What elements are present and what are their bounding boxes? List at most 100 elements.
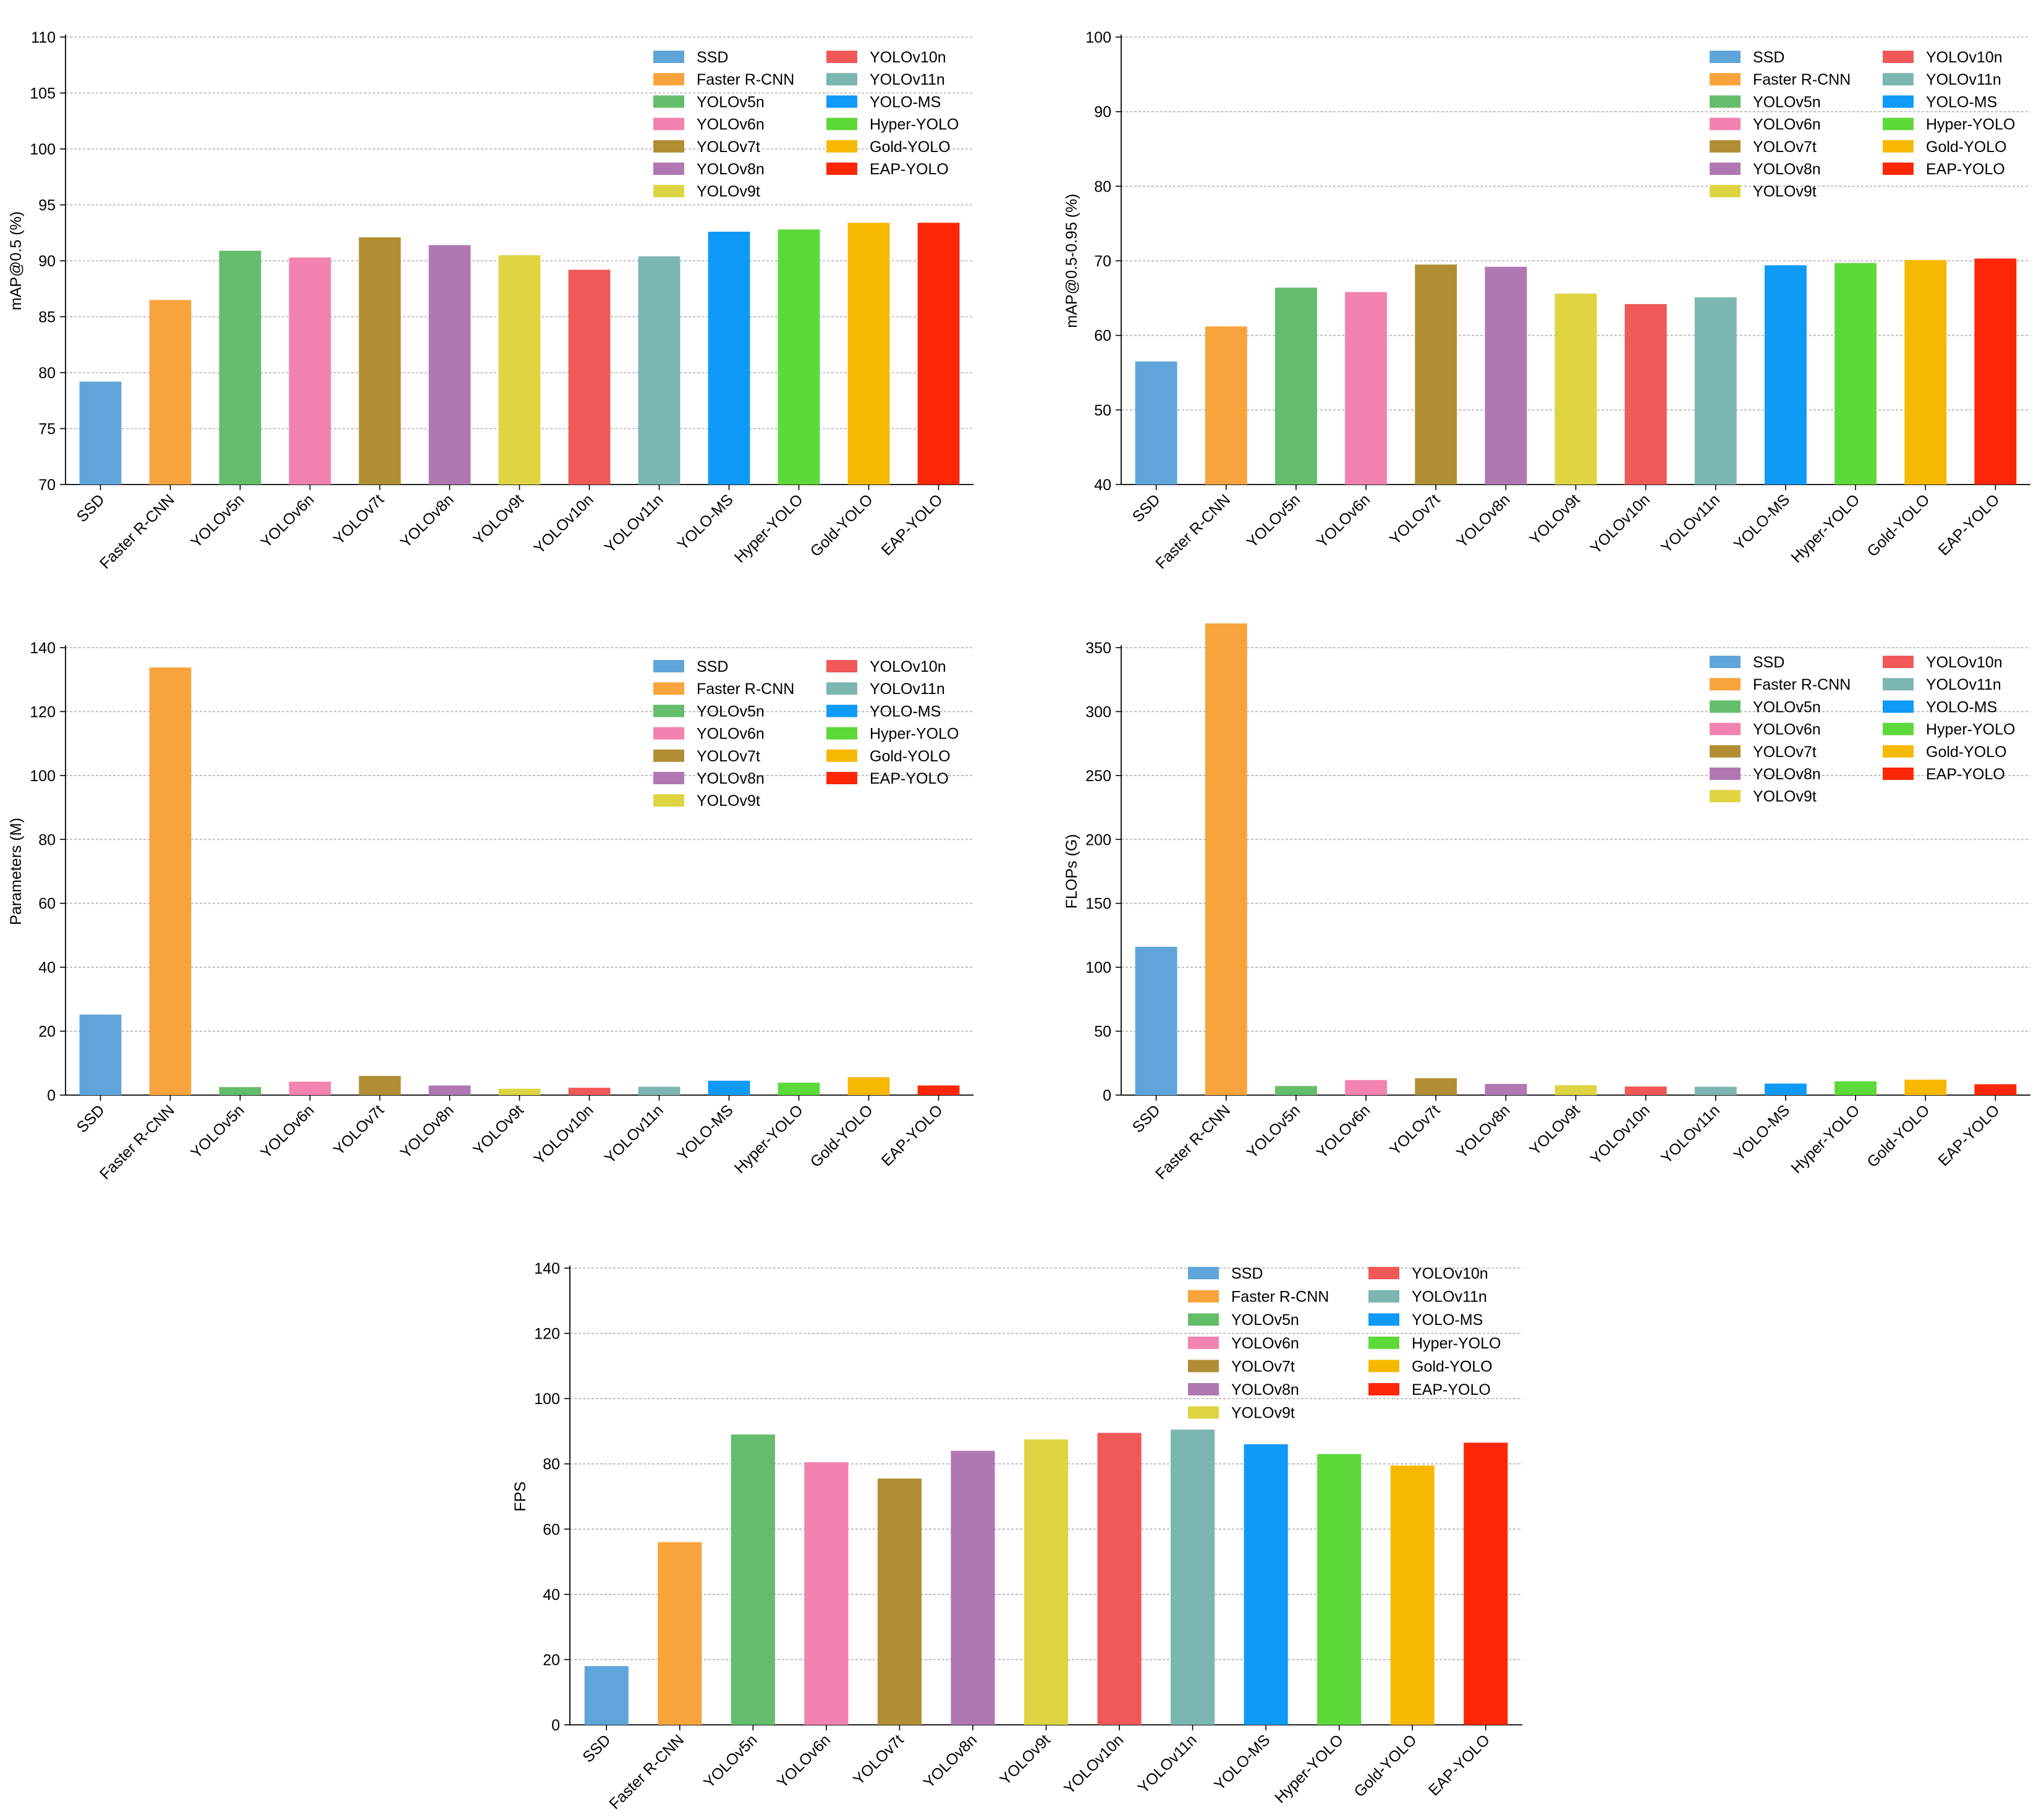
legend-swatch [1188,1267,1219,1279]
x-tick-label: YOLOv10n [1587,1101,1653,1167]
legend-swatch [653,51,684,63]
y-tick-label: 80 [1094,178,1111,195]
bar-yolo-ms [1244,1444,1288,1725]
legend-item: SSD [1710,49,1784,66]
bar-yolov10n [568,269,611,485]
x-tick-label: YOLO-MS [1211,1731,1273,1793]
legend-label: YOLO-MS [1412,1311,1483,1329]
bar-yolov11n [1694,297,1737,485]
legend-swatch [1710,722,1741,735]
legend-item: YOLOv11n [826,71,945,88]
bar-hyper-yolo [1834,263,1877,485]
legend-item: YOLOv9t [1710,788,1817,805]
x-tick-label: YOLOv6n [774,1731,834,1791]
legend-swatch [653,117,684,130]
x-tick-label: YOLOv11n [601,1101,667,1167]
legend-swatch [1710,140,1741,153]
x-tick-label: Hyper-YOLO [1271,1731,1347,1806]
legend-swatch [1883,73,1914,86]
legend-item: YOLOv9t [1188,1405,1295,1422]
x-tick-label: YOLOv10n [530,1101,596,1167]
legend-label: YOLOv11n [870,680,945,698]
legend-swatch [1188,1406,1219,1419]
legend-label: YOLOv9t [1753,788,1817,805]
bar-faster-r-cnn [658,1542,702,1725]
legend-item: SSD [653,658,728,675]
bar-gold-yolo [847,1077,890,1095]
bar-gold-yolo [847,222,890,485]
bar-yolov6n [289,257,331,485]
legend-item: EAP-YOLO [1883,161,2005,178]
legend-item: SSD [1710,654,1784,671]
legend-item: YOLOv10n [826,49,946,66]
y-tick-label: 110 [31,29,56,46]
legend-label: Gold-YOLO [1412,1358,1493,1375]
x-tick-label: Hyper-YOLO [1787,491,1863,566]
legend-item: Hyper-YOLO [1883,116,2015,133]
x-tick-label: YOLO-MS [674,1101,736,1164]
legend-item: YOLOv11n [1883,71,2001,88]
legend-swatch [826,163,857,175]
bar-yolov11n [638,256,681,485]
legend-swatch [653,727,684,740]
legend-item: YOLOv5n [1188,1311,1299,1329]
legend-item: YOLOv8n [1188,1381,1299,1399]
legend-label: YOLOv6n [697,726,765,743]
x-tick-label: Faster R-CNN [96,1101,178,1183]
bar-ssd [1135,361,1177,485]
bar-faster-r-cnn [149,300,192,485]
legend-item: YOLOv10n [826,658,946,675]
x-tick-label: YOLOv6n [257,491,317,551]
bar-yolov7t [358,237,401,485]
legend-label: EAP-YOLO [870,770,949,787]
legend-swatch [1710,700,1741,713]
legend-item: YOLO-MS [826,93,941,111]
legend-swatch [1368,1290,1399,1303]
x-tick-label: YOLOv10n [530,491,596,557]
bar-yolov7t [877,1478,922,1725]
legend-label: SSD [1753,49,1784,66]
bar-yolov5n [219,250,261,485]
legend-label: YOLOv8n [1753,766,1821,783]
bar-yolov8n [1485,1084,1527,1095]
legend-item: Faster R-CNN [1188,1289,1329,1306]
legend-item: Gold-YOLO [1883,138,2007,156]
bar-yolov8n [428,245,471,485]
legend-item: Hyper-YOLO [826,726,959,743]
bar-yolov9t [498,1088,541,1095]
legend-swatch [826,727,857,740]
x-tick-label: YOLOv9t [470,1101,527,1159]
x-tick-label: YOLO-MS [1731,491,1793,553]
legend-item: YOLOv5n [1710,698,1821,716]
legend-swatch [1368,1336,1399,1349]
x-tick-label: Gold-YOLO [1864,1101,1933,1170]
x-tick-label: Faster R-CNN [606,1731,687,1813]
legend-swatch [826,140,857,153]
x-tick-label: YOLOv5n [187,491,247,551]
bar-yolo-ms [1765,265,1807,485]
bar-yolov10n [1624,303,1667,485]
x-tick-label: Faster R-CNN [1152,491,1234,572]
x-tick-label: Hyper-YOLO [1787,1101,1863,1177]
legend-item: SSD [1188,1265,1263,1282]
legend-item: EAP-YOLO [1883,766,2005,783]
y-tick-label: 0 [551,1717,560,1734]
bar-eap-yolo [917,1085,960,1095]
legend-label: Gold-YOLO [1926,138,2007,156]
legend-swatch [653,185,684,198]
y-tick-label: 50 [1094,1023,1111,1041]
legend-swatch [653,749,684,762]
legend-label: YOLOv7t [697,748,760,765]
x-tick-label: YOLOv7t [1386,491,1444,548]
legend-item: YOLOv8n [1710,766,1821,783]
legend-label: Faster R-CNN [697,71,794,88]
legend-swatch [653,140,684,153]
x-tick-label: YOLOv9t [1526,491,1584,548]
y-tick-label: 150 [1085,895,1111,913]
legend-label: YOLOv6n [1753,721,1821,739]
legend-swatch [1710,768,1741,780]
